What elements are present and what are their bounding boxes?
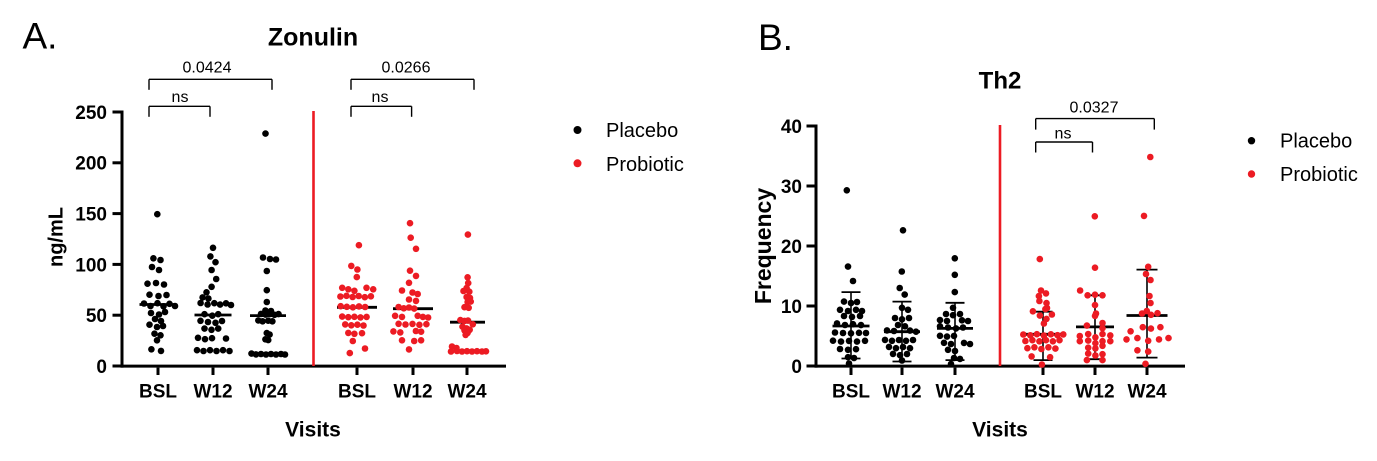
svg-text:0.0327: 0.0327 (1070, 100, 1119, 117)
svg-text:0.0266: 0.0266 (382, 60, 431, 77)
svg-text:ns: ns (372, 89, 389, 106)
svg-text:ns: ns (172, 89, 189, 106)
svg-text:Th2: Th2 (979, 68, 1022, 95)
svg-text:0.0424: 0.0424 (183, 60, 232, 77)
svg-text:W24: W24 (447, 382, 487, 403)
svg-text:W12: W12 (882, 382, 921, 403)
svg-text:Probiotic: Probiotic (1280, 164, 1358, 186)
svg-text:Zonulin: Zonulin (268, 23, 358, 51)
svg-text:ns: ns (1055, 126, 1072, 143)
svg-text:Placebo: Placebo (606, 120, 678, 142)
svg-text:Placebo: Placebo (1280, 131, 1352, 153)
svg-text:Probiotic: Probiotic (606, 154, 684, 176)
svg-text:BSL: BSL (832, 382, 870, 403)
svg-text:W12: W12 (193, 382, 232, 403)
svg-text:BSL: BSL (338, 382, 376, 403)
svg-text:0: 0 (96, 357, 107, 378)
svg-text:40: 40 (781, 117, 802, 138)
svg-text:W12: W12 (393, 382, 432, 403)
svg-text:150: 150 (75, 205, 107, 226)
svg-text:30: 30 (781, 177, 802, 198)
svg-text:A.: A. (23, 16, 58, 57)
svg-text:W12: W12 (1075, 382, 1114, 403)
svg-text:20: 20 (781, 237, 802, 258)
svg-text:Visits: Visits (285, 419, 341, 442)
svg-text:10: 10 (781, 297, 802, 318)
svg-text:W24: W24 (248, 382, 288, 403)
svg-text:ng/mL: ng/mL (46, 207, 68, 267)
svg-text:B.: B. (758, 17, 793, 58)
svg-text:50: 50 (86, 306, 107, 327)
svg-text:Frequency: Frequency (750, 188, 776, 305)
svg-text:200: 200 (75, 154, 107, 175)
svg-text:0: 0 (791, 357, 802, 378)
svg-text:BSL: BSL (1024, 382, 1062, 403)
svg-text:W24: W24 (935, 382, 975, 403)
svg-text:100: 100 (75, 255, 107, 276)
svg-text:W24: W24 (1127, 382, 1167, 403)
svg-text:BSL: BSL (139, 382, 177, 403)
svg-text:250: 250 (75, 103, 107, 124)
svg-text:Visits: Visits (972, 419, 1028, 442)
